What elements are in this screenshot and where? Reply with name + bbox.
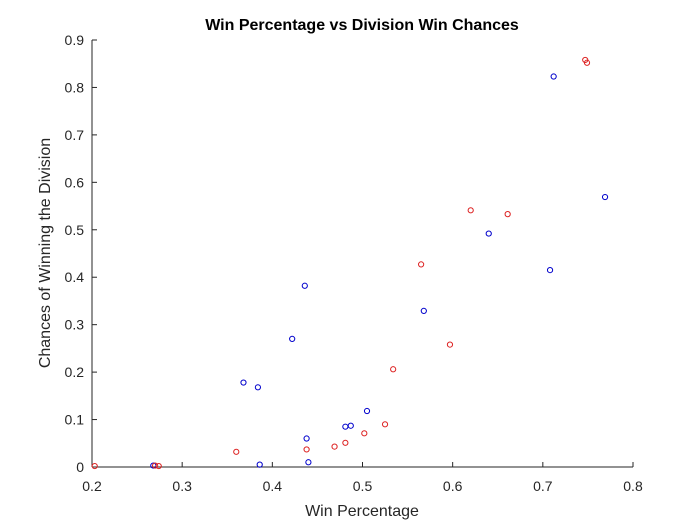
y-tick-label: 0.9	[65, 32, 85, 48]
y-tick-label: 0.3	[65, 317, 85, 333]
data-point	[342, 439, 349, 446]
x-tick-label: 0.7	[533, 478, 553, 494]
ticks: 0.2 0.3 0.4 0.5 0.6 0.7 0.8 0 0.1 0.2 0.3 0.4 0.5 0.6…	[65, 32, 643, 494]
data-point	[303, 446, 310, 453]
x-tick-label: 0.3	[172, 478, 192, 494]
data-point	[254, 384, 262, 391]
x-tick-label: 0.4	[263, 478, 283, 494]
series-2	[91, 56, 591, 470]
data-point	[467, 207, 474, 214]
y-tick-label: 0.4	[65, 269, 85, 285]
y-tick-label: 0.5	[65, 222, 85, 238]
y-axis-label: Chances of Winning the Division	[37, 138, 54, 368]
y-tick-label: 0.7	[65, 127, 85, 143]
data-point	[91, 462, 98, 470]
data-points	[91, 56, 609, 470]
data-point	[485, 230, 492, 237]
data-point	[381, 421, 389, 428]
data-point	[390, 366, 397, 373]
data-point	[301, 282, 308, 289]
chart-title: Win Percentage vs Division Win Chances	[205, 17, 519, 34]
plot-area	[92, 40, 633, 467]
data-point	[331, 443, 338, 450]
data-point	[289, 335, 296, 342]
x-tick-label: 0.8	[623, 478, 643, 494]
y-tick-label: 0.2	[65, 364, 85, 380]
data-point	[583, 59, 591, 66]
data-point	[504, 211, 511, 218]
data-point	[155, 462, 162, 470]
data-point	[418, 261, 425, 268]
x-tick-label: 0.6	[443, 478, 463, 494]
x-tick-label: 0.2	[82, 478, 102, 494]
data-point	[361, 430, 368, 437]
x-tick-label: 0.5	[353, 478, 373, 494]
y-tick-label: 0.6	[65, 174, 85, 190]
data-point	[347, 422, 354, 429]
y-tick-label: 0	[76, 459, 84, 475]
data-point	[420, 307, 427, 315]
data-point	[550, 73, 557, 80]
data-point	[233, 448, 240, 455]
y-tick-label: 0.8	[65, 79, 85, 95]
data-point	[256, 461, 263, 468]
series-1	[150, 73, 609, 469]
y-tick-label: 0.1	[65, 412, 85, 428]
data-point	[546, 267, 554, 274]
data-point	[363, 407, 371, 415]
data-point	[446, 341, 454, 348]
x-axis-label: Win Percentage	[305, 503, 419, 520]
data-point	[305, 459, 312, 466]
data-point	[240, 379, 247, 386]
data-point	[152, 462, 159, 469]
data-point	[303, 435, 310, 442]
data-point	[601, 193, 609, 201]
